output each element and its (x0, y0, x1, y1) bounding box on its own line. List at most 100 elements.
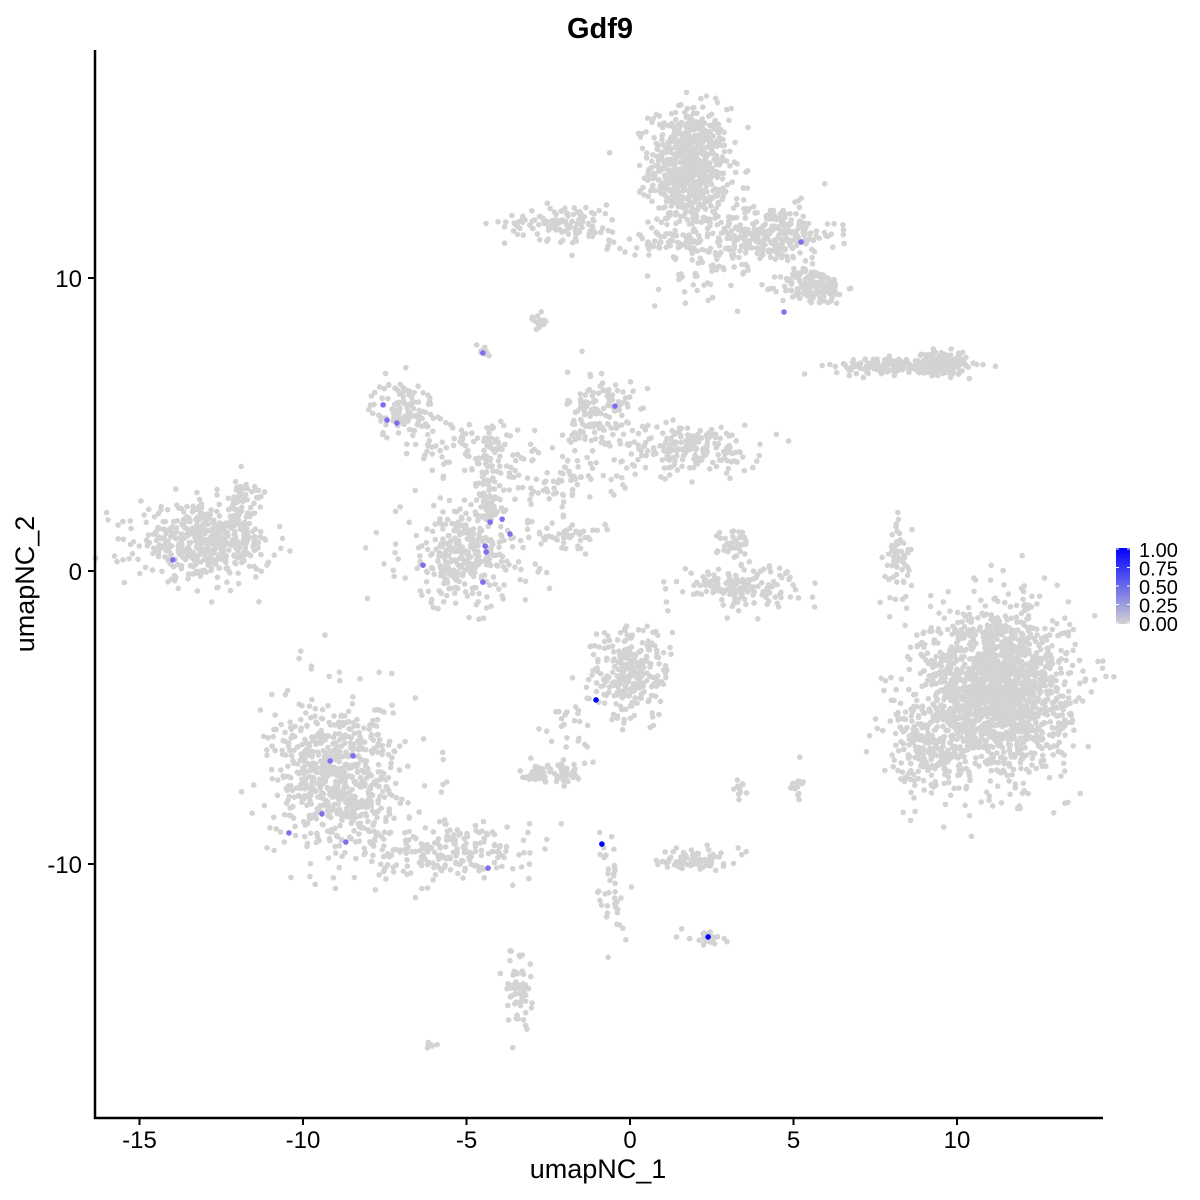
cell-point (214, 492, 220, 498)
cell-point (961, 632, 968, 639)
cell-point (557, 239, 564, 245)
cell-point (593, 460, 599, 466)
cell-point (853, 370, 860, 377)
cell-point (459, 436, 466, 442)
cell-point (235, 580, 242, 587)
cell-point (725, 245, 732, 251)
cell-point (693, 459, 699, 466)
cell-point (895, 509, 901, 516)
cell-point (724, 235, 731, 242)
cell-point (1085, 743, 1091, 750)
cell-point (473, 497, 480, 503)
cell-point (772, 594, 778, 600)
cell-point (120, 557, 126, 563)
cell-point (674, 448, 680, 454)
cell-point (607, 238, 613, 244)
cell-point (785, 257, 791, 264)
cell-point (658, 190, 665, 197)
cell-point (174, 561, 181, 568)
cell-point (226, 547, 232, 553)
cell-point (1065, 799, 1071, 806)
cell-point (593, 411, 599, 417)
cell-point (437, 495, 444, 501)
cell-point (429, 528, 436, 535)
cell-point (192, 561, 199, 568)
cell-point (570, 211, 577, 218)
cell-point (678, 434, 684, 440)
cell-point (553, 211, 559, 218)
cell-point (534, 313, 541, 319)
cell-point (715, 239, 721, 245)
cell-point (661, 465, 668, 471)
cell-point (1039, 752, 1046, 759)
cell-point (645, 193, 652, 200)
cell-point (439, 454, 445, 460)
cell-point (240, 537, 247, 543)
cell-point (455, 519, 462, 525)
cell-point (973, 755, 979, 761)
cell-point (518, 566, 524, 573)
cell-point (444, 592, 450, 599)
cell-point (667, 209, 673, 216)
cell-point (547, 205, 553, 212)
cell-point (733, 438, 739, 444)
cell-point (538, 309, 544, 315)
cell-point (790, 582, 796, 588)
cell-point (779, 217, 786, 223)
cell-point (172, 578, 178, 584)
cell-point (683, 163, 689, 170)
cell-point (955, 634, 961, 640)
cell-point (721, 142, 728, 149)
cell-point (503, 219, 509, 225)
cell-point (689, 239, 695, 245)
cell-point (149, 567, 156, 573)
cell-point (471, 584, 478, 591)
cell-point (732, 139, 738, 146)
cell-point (445, 564, 452, 570)
cell-point (821, 274, 828, 281)
cell-point (644, 150, 650, 156)
cell-point (714, 99, 721, 106)
cell-point (703, 183, 710, 190)
cell-point (966, 656, 973, 662)
cell-point (496, 539, 503, 545)
cell-point (690, 464, 697, 471)
cell-point (720, 602, 726, 608)
cell-point (733, 539, 740, 546)
cell-point (257, 504, 264, 510)
cell-point (612, 382, 619, 388)
cell-point (676, 127, 682, 134)
cell-point (894, 579, 900, 585)
cell-point (948, 346, 954, 352)
cell-point (642, 439, 649, 446)
cell-point (251, 563, 257, 570)
cell-point (847, 285, 854, 292)
cell-point (506, 470, 513, 476)
cell-point (423, 579, 430, 585)
cell-point (473, 342, 480, 348)
cell-point (524, 520, 531, 526)
cell-point (429, 565, 436, 572)
cell-point (406, 519, 413, 526)
cell-point (549, 520, 555, 526)
cell-point (908, 582, 915, 589)
cell-point (665, 239, 672, 245)
cell-point (696, 236, 703, 243)
cell-point (738, 561, 744, 568)
cell-point (169, 533, 175, 540)
cell-point (600, 472, 606, 479)
cell-point (715, 566, 722, 572)
cell-point (1008, 615, 1014, 622)
cell-point (655, 144, 661, 150)
cell-point (242, 485, 248, 491)
cell-point (719, 176, 726, 182)
cell-point (650, 444, 657, 451)
cell-point (427, 411, 434, 418)
cell-point (528, 501, 534, 508)
cell-point (763, 213, 770, 219)
cell-point (562, 464, 569, 471)
cell-point (549, 445, 556, 451)
cell-point (971, 588, 977, 595)
cell-point (672, 165, 678, 171)
cell-point (849, 359, 856, 366)
